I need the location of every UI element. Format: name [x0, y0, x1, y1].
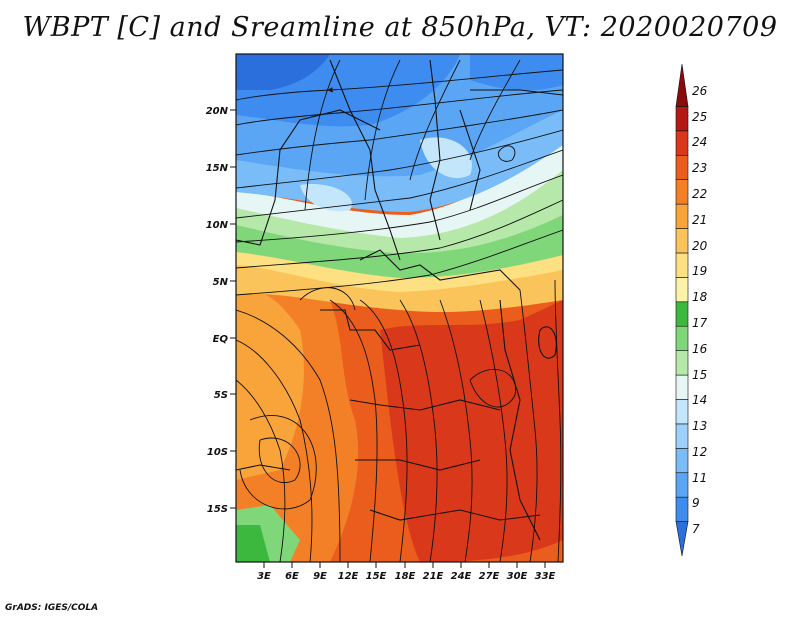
colorbar-label-13: 13	[692, 419, 707, 433]
colorbar-label-26: 26	[692, 84, 708, 98]
colorbar-label-12: 12	[692, 445, 707, 459]
colorbar-segment	[675, 277, 689, 303]
colorbar-labels: 7 9 11 12 13 14 15 16 17 18 19 20 21 22 …	[692, 84, 708, 536]
lat-label-15s: 15S	[207, 504, 228, 515]
colorbar-segment	[675, 521, 689, 557]
colorbar-label-14: 14	[692, 393, 707, 407]
colorbar-segment	[675, 179, 689, 205]
footer-credit: GrADS: IGES/COLA	[5, 603, 99, 613]
colorbar-segment	[675, 63, 689, 107]
colorbar-label-23: 23	[692, 161, 707, 175]
colorbar-segment	[675, 399, 689, 425]
colorbar-label-22: 22	[692, 187, 707, 201]
colorbar-label-19: 19	[692, 264, 707, 278]
country-borders	[236, 59, 563, 541]
colorbar-label-7: 7	[692, 522, 700, 536]
chart-title: WBPT [C] and Sreamline at 850hPa, VT: 20…	[22, 12, 778, 43]
colorbar-segment	[675, 325, 689, 351]
colorbar	[675, 63, 689, 557]
lon-label-21e: 21E	[423, 571, 444, 582]
colorbar-label-21: 21	[692, 213, 707, 227]
colorbar-segment	[675, 448, 689, 474]
lon-label-3e: 3E	[257, 571, 271, 582]
colorbar-label-17: 17	[692, 316, 708, 330]
lat-label-10n: 10N	[206, 220, 229, 231]
lat-label-15n: 15N	[206, 163, 229, 174]
lon-label-24e: 24E	[451, 571, 472, 582]
colorbar-label-16: 16	[692, 342, 708, 356]
colorbar-label-18: 18	[692, 290, 708, 304]
lat-label-5n: 5N	[213, 277, 229, 288]
colorbar-label-25: 25	[692, 110, 707, 124]
colorbar-segment	[675, 130, 689, 156]
lat-label-eq: EQ	[213, 334, 229, 345]
colorbar-segment	[675, 203, 689, 229]
colorbar-label-11: 11	[692, 471, 707, 485]
lat-label-5s: 5S	[214, 390, 228, 401]
lat-label-10s: 10S	[207, 447, 228, 458]
lon-label-30e: 30E	[507, 571, 528, 582]
colorbar-segment	[675, 228, 689, 254]
lon-label-27e: 27E	[479, 571, 500, 582]
colorbar-label-9: 9	[692, 496, 700, 510]
latitude-axis: 20N 15N 10N 5N EQ 5S 10S 15S	[206, 106, 236, 515]
lon-label-9e: 9E	[313, 571, 327, 582]
colorbar-label-24: 24	[692, 135, 707, 149]
colorbar-segment	[675, 350, 689, 376]
colorbar-segment	[675, 496, 689, 522]
wbpt-field	[236, 54, 563, 562]
lon-label-18e: 18E	[395, 571, 416, 582]
colorbar-segment	[675, 472, 689, 498]
lon-label-12e: 12E	[338, 571, 359, 582]
colorbar-label-20: 20	[692, 239, 708, 253]
lon-label-33e: 33E	[535, 571, 556, 582]
lon-label-6e: 6E	[285, 571, 299, 582]
colorbar-segment	[675, 106, 689, 132]
colorbar-segment	[675, 423, 689, 449]
colorbar-label-15: 15	[692, 368, 707, 382]
colorbar-segment	[675, 374, 689, 400]
colorbar-segment	[675, 154, 689, 180]
lon-label-15e: 15E	[366, 571, 387, 582]
longitude-axis: 3E 6E 9E 12E 15E 18E 21E 24E 27E 30E 33E	[257, 562, 556, 582]
colorbar-segment	[675, 252, 689, 278]
lat-label-20n: 20N	[206, 106, 229, 117]
colorbar-segment	[675, 301, 689, 327]
map-frame	[235, 53, 564, 563]
